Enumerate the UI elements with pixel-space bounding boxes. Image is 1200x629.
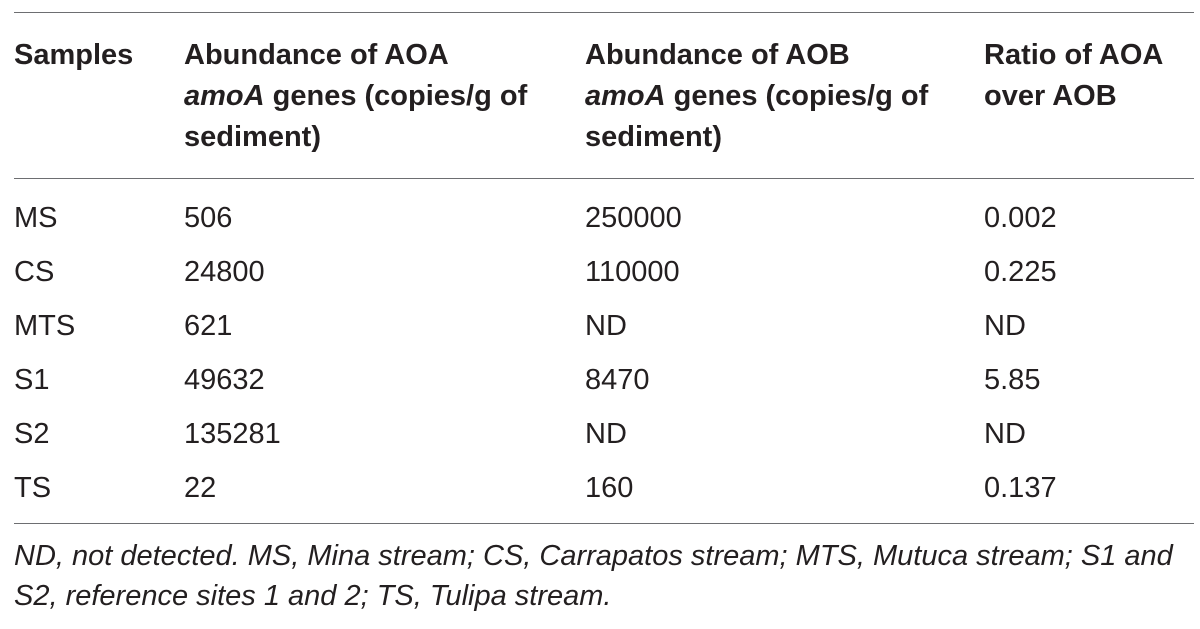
table-row: S1 49632 8470 5.85 — [14, 353, 1194, 407]
cell-ratio: ND — [984, 418, 1026, 450]
table-body: MS 506 250000 0.002 CS 24800 110000 0.22… — [14, 179, 1194, 524]
header-samples-label: Samples — [14, 39, 134, 71]
cell-sample: TS — [14, 472, 52, 504]
header-aob-label: Abundance of AOB — [585, 39, 850, 71]
footnote-row: ND, not detected. MS, Mina stream; CS, C… — [14, 523, 1194, 617]
table-header: Samples Abundance of AOA amoA genes (cop… — [14, 12, 1194, 179]
cell-aoa: 506 — [184, 202, 233, 234]
header-aoa-units: genes (copies/g of sediment) — [184, 80, 528, 153]
cell-ratio: 0.002 — [984, 202, 1057, 234]
header-row: Samples Abundance of AOA amoA genes (cop… — [14, 12, 1194, 179]
table-footer: ND, not detected. MS, Mina stream; CS, C… — [14, 523, 1194, 617]
header-aob-gene: amoA — [585, 80, 666, 112]
cell-aoa: 49632 — [184, 364, 265, 396]
cell-aob: 160 — [585, 472, 634, 504]
cell-sample: S2 — [14, 418, 50, 450]
data-table: Samples Abundance of AOA amoA genes (cop… — [14, 12, 1194, 616]
cell-aob: ND — [585, 310, 627, 342]
header-aoa-abundance: Abundance of AOA amoA genes (copies/g of… — [184, 13, 585, 179]
cell-aob: 110000 — [585, 256, 680, 288]
header-aoa-gene: amoA — [184, 80, 265, 112]
cell-aob: 8470 — [585, 364, 650, 396]
table-row: MTS 621 ND ND — [14, 299, 1194, 353]
cell-ratio: 5.85 — [984, 364, 1041, 396]
header-aoa-label: Abundance of AOA — [184, 39, 449, 71]
cell-aoa: 24800 — [184, 256, 265, 288]
cell-ratio: 0.137 — [984, 472, 1057, 504]
table-row: S2 135281 ND ND — [14, 407, 1194, 461]
cell-ratio: ND — [984, 310, 1026, 342]
cell-sample: CS — [14, 256, 55, 288]
cell-ratio: 0.225 — [984, 256, 1057, 288]
cell-sample: MTS — [14, 310, 76, 342]
header-ratio-label: Ratio of AOA over AOB — [984, 39, 1163, 112]
data-table-container: Samples Abundance of AOA amoA genes (cop… — [14, 12, 1194, 616]
header-samples: Samples — [14, 13, 184, 179]
header-aob-abundance: Abundance of AOB amoA genes (copies/g of… — [585, 13, 984, 179]
cell-sample: S1 — [14, 364, 50, 396]
table-row: TS 22 160 0.137 — [14, 461, 1194, 524]
cell-sample: MS — [14, 202, 58, 234]
table-row: MS 506 250000 0.002 — [14, 179, 1194, 246]
cell-aoa: 135281 — [184, 418, 281, 450]
cell-aob: 250000 — [585, 202, 682, 234]
cell-aob: ND — [585, 418, 627, 450]
table-footnote: ND, not detected. MS, Mina stream; CS, C… — [14, 540, 1173, 612]
header-aob-units: genes (copies/g of sediment) — [585, 80, 929, 153]
header-ratio: Ratio of AOA over AOB — [984, 13, 1194, 179]
cell-aoa: 621 — [184, 310, 233, 342]
cell-aoa: 22 — [184, 472, 217, 504]
table-row: CS 24800 110000 0.225 — [14, 245, 1194, 299]
